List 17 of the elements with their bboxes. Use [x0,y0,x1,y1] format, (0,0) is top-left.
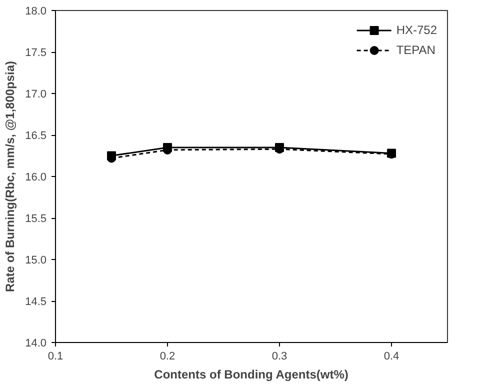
y-tick-label: 16.0 [25,172,47,184]
x-tick-label: 0.2 [160,350,176,362]
y-tick-label: 15.5 [25,213,47,225]
x-axis-title: Contents of Bonding Agents(wt%) [154,368,348,382]
y-tick-label: 15.0 [25,254,47,266]
y-axis-title: Rate of Burning(Rbc, mm/s, @1,800psia) [3,60,18,292]
y-tick-label: 14.5 [25,296,47,308]
y-tick-label: 14.0 [25,338,47,350]
x-tick-label: 0.3 [272,350,288,362]
x-tick-label: 0.1 [48,350,64,362]
y-tick-label: 17.5 [25,47,47,59]
legend-label: TEPAN [396,43,436,57]
y-tick-label: 17.0 [25,88,47,100]
legend-label: HX-752 [396,23,437,37]
y-tick-label: 16.5 [25,130,47,142]
y-tick-label: 18.0 [25,6,47,18]
x-tick-label: 0.4 [384,350,400,362]
